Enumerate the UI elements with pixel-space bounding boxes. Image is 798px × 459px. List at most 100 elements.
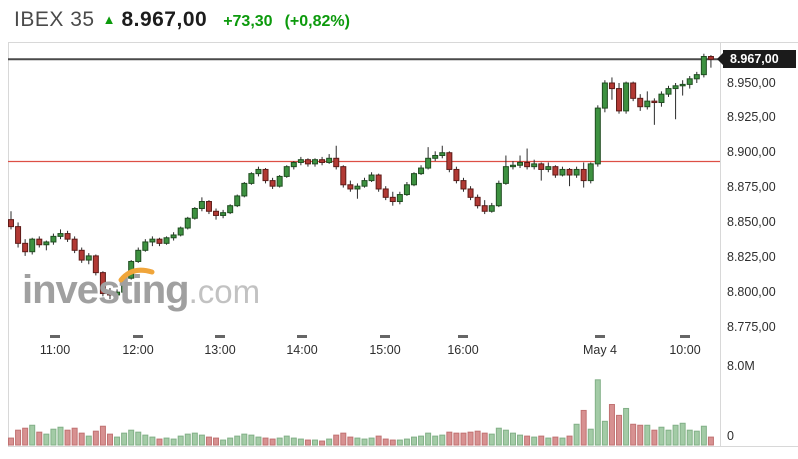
- volume-bar: [297, 438, 304, 446]
- price-up-arrow-icon: ▲: [102, 12, 116, 27]
- time-axis-tick: [380, 335, 390, 338]
- volume-bar: [538, 435, 545, 446]
- candle-body: [368, 174, 375, 182]
- instrument-name: IBEX 35: [14, 8, 95, 31]
- volume-bar: [191, 432, 198, 446]
- volume-bar: [446, 431, 453, 446]
- volume-bar: [15, 429, 22, 446]
- current-price-tag: 8.967,00: [717, 50, 796, 69]
- candle-body: [29, 238, 36, 253]
- volume-bar: [502, 429, 509, 446]
- volume-bar: [92, 430, 99, 446]
- volume-bar: [707, 436, 714, 446]
- volume-bar: [601, 420, 608, 446]
- candle-body: [566, 168, 573, 176]
- price-change-percent: (+0,82%): [284, 13, 350, 30]
- volume-bar: [64, 429, 71, 446]
- volume-axis-max-label: 8.0M: [727, 359, 755, 373]
- volume-bar: [481, 432, 488, 446]
- volume-axis-zero-label: 0: [727, 429, 734, 443]
- volume-bar: [205, 436, 212, 446]
- candle-body: [425, 157, 432, 169]
- candle-body: [8, 219, 14, 228]
- candle-body: [637, 97, 644, 108]
- volume-bar: [8, 437, 14, 446]
- candle-body: [538, 163, 545, 170]
- volume-bar: [559, 437, 566, 446]
- candle-body: [594, 107, 601, 165]
- volume-bar: [149, 436, 156, 446]
- volume-bar: [495, 427, 502, 446]
- candle-body: [658, 93, 665, 104]
- volume-bar: [361, 438, 368, 446]
- candle-body: [700, 56, 707, 76]
- time-axis-tick: [458, 335, 468, 338]
- volume-bar: [114, 436, 121, 446]
- candle-body: [396, 194, 403, 203]
- volume-bar: [340, 432, 347, 446]
- candle-body: [177, 227, 184, 236]
- volume-bar: [276, 437, 283, 446]
- candle-body: [644, 100, 651, 108]
- volume-bar: [234, 435, 241, 446]
- volume-bar: [262, 437, 269, 446]
- candle-body: [340, 166, 347, 186]
- candle-body: [15, 226, 22, 244]
- candle-body: [693, 74, 700, 80]
- volume-bar: [439, 434, 446, 446]
- candle-body: [418, 167, 425, 175]
- volume-bar: [36, 431, 43, 446]
- candle-body: [213, 210, 220, 216]
- candle-body: [389, 196, 396, 203]
- candle-body: [283, 166, 290, 177]
- volume-bar: [580, 409, 587, 446]
- time-axis-tick: [215, 335, 225, 338]
- candle-body: [312, 159, 319, 165]
- instrument-header: IBEX 35 ▲ 8.967,00 +73,30 (+0,82%): [14, 8, 350, 38]
- candle-body: [552, 166, 559, 176]
- candle-body: [410, 173, 417, 186]
- volume-bar: [531, 436, 538, 446]
- volume-bar: [177, 435, 184, 446]
- volume-bar: [213, 437, 220, 446]
- volume-bar: [467, 431, 474, 446]
- volume-bar: [142, 434, 149, 446]
- candle-body: [679, 83, 686, 87]
- volume-bar: [382, 438, 389, 446]
- volume-bar: [106, 433, 113, 446]
- candle-body: [304, 159, 311, 165]
- candle-body: [665, 88, 672, 95]
- current-price-tag-value: 8.967,00: [730, 52, 779, 67]
- volume-bar: [509, 432, 516, 446]
- volume-bar: [99, 425, 106, 446]
- candle-body: [686, 78, 693, 85]
- volume-bar: [587, 428, 594, 446]
- candle-body: [439, 152, 446, 157]
- volume-bar: [326, 438, 333, 446]
- candle-body: [241, 182, 248, 197]
- volume-bar: [566, 435, 573, 446]
- volume-bar: [304, 439, 311, 446]
- volume-bar: [135, 431, 142, 446]
- candle-body: [135, 249, 142, 262]
- candle-body: [319, 159, 326, 163]
- candle-body: [601, 82, 608, 109]
- candle-body: [85, 255, 92, 261]
- candle-body: [326, 157, 333, 163]
- candle-body: [651, 100, 658, 104]
- candle-body: [559, 168, 566, 176]
- candle-body: [672, 85, 679, 90]
- candle-body: [580, 168, 587, 182]
- time-axis-tick: [680, 335, 690, 338]
- candle-body: [255, 168, 262, 175]
- candle-body: [92, 255, 99, 274]
- volume-bar: [50, 428, 57, 446]
- candle-body: [234, 195, 241, 207]
- volume-bar: [241, 433, 248, 446]
- candle-body: [142, 241, 149, 251]
- candle-body: [460, 180, 467, 190]
- volume-bar: [319, 440, 326, 446]
- volume-bar: [78, 432, 85, 446]
- volume-bar: [255, 436, 262, 446]
